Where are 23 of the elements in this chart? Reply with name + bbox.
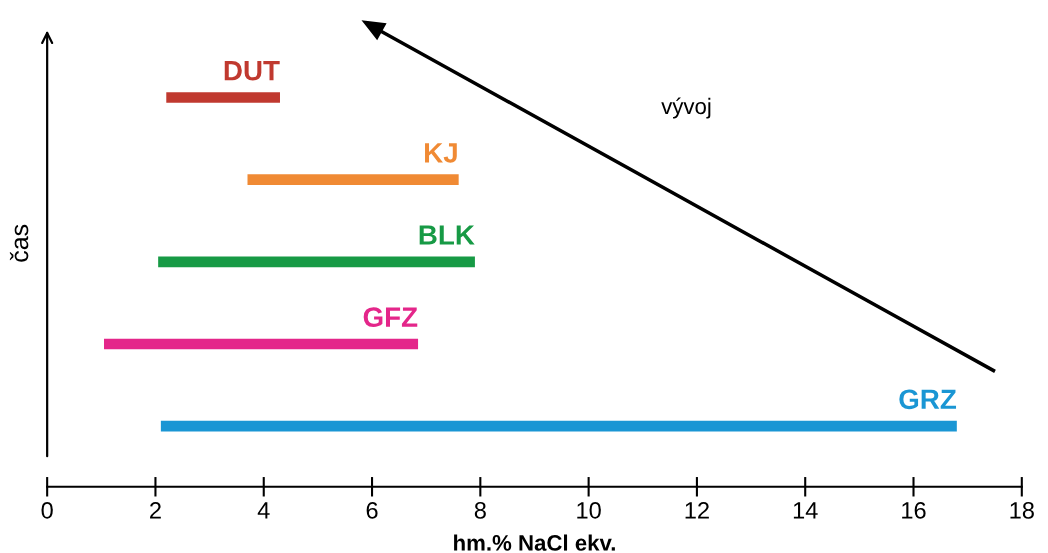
x-tick-label: 10 <box>577 501 601 519</box>
x-axis-title: hm.% NaCl ekv. <box>454 534 615 551</box>
x-tick-label: 16 <box>902 501 926 519</box>
y-tick-label: BLK <box>419 225 475 245</box>
bar <box>104 338 419 350</box>
y-axis-title: čas <box>9 224 29 262</box>
x-tick-label: 0 <box>41 501 53 519</box>
y-tick-label: GFZ <box>363 307 418 327</box>
x-tick-label: 2 <box>150 501 161 519</box>
x-tick-label: 6 <box>366 501 378 519</box>
x-tick-label: 8 <box>474 501 486 519</box>
x-tick-label: 14 <box>793 502 818 519</box>
y-tick-label: DUT <box>224 61 280 81</box>
bar <box>247 174 459 185</box>
x-tick-label: 4 <box>257 502 270 519</box>
y-tick-label: KJ <box>425 143 457 163</box>
bar <box>166 92 280 103</box>
x-tick-label: 18 <box>1010 501 1034 519</box>
bar <box>160 420 957 432</box>
x-tick-label: 12 <box>685 501 709 519</box>
annotation: vývoj <box>661 97 711 119</box>
y-tick-label: GRZ <box>899 389 957 410</box>
bar <box>158 256 475 268</box>
